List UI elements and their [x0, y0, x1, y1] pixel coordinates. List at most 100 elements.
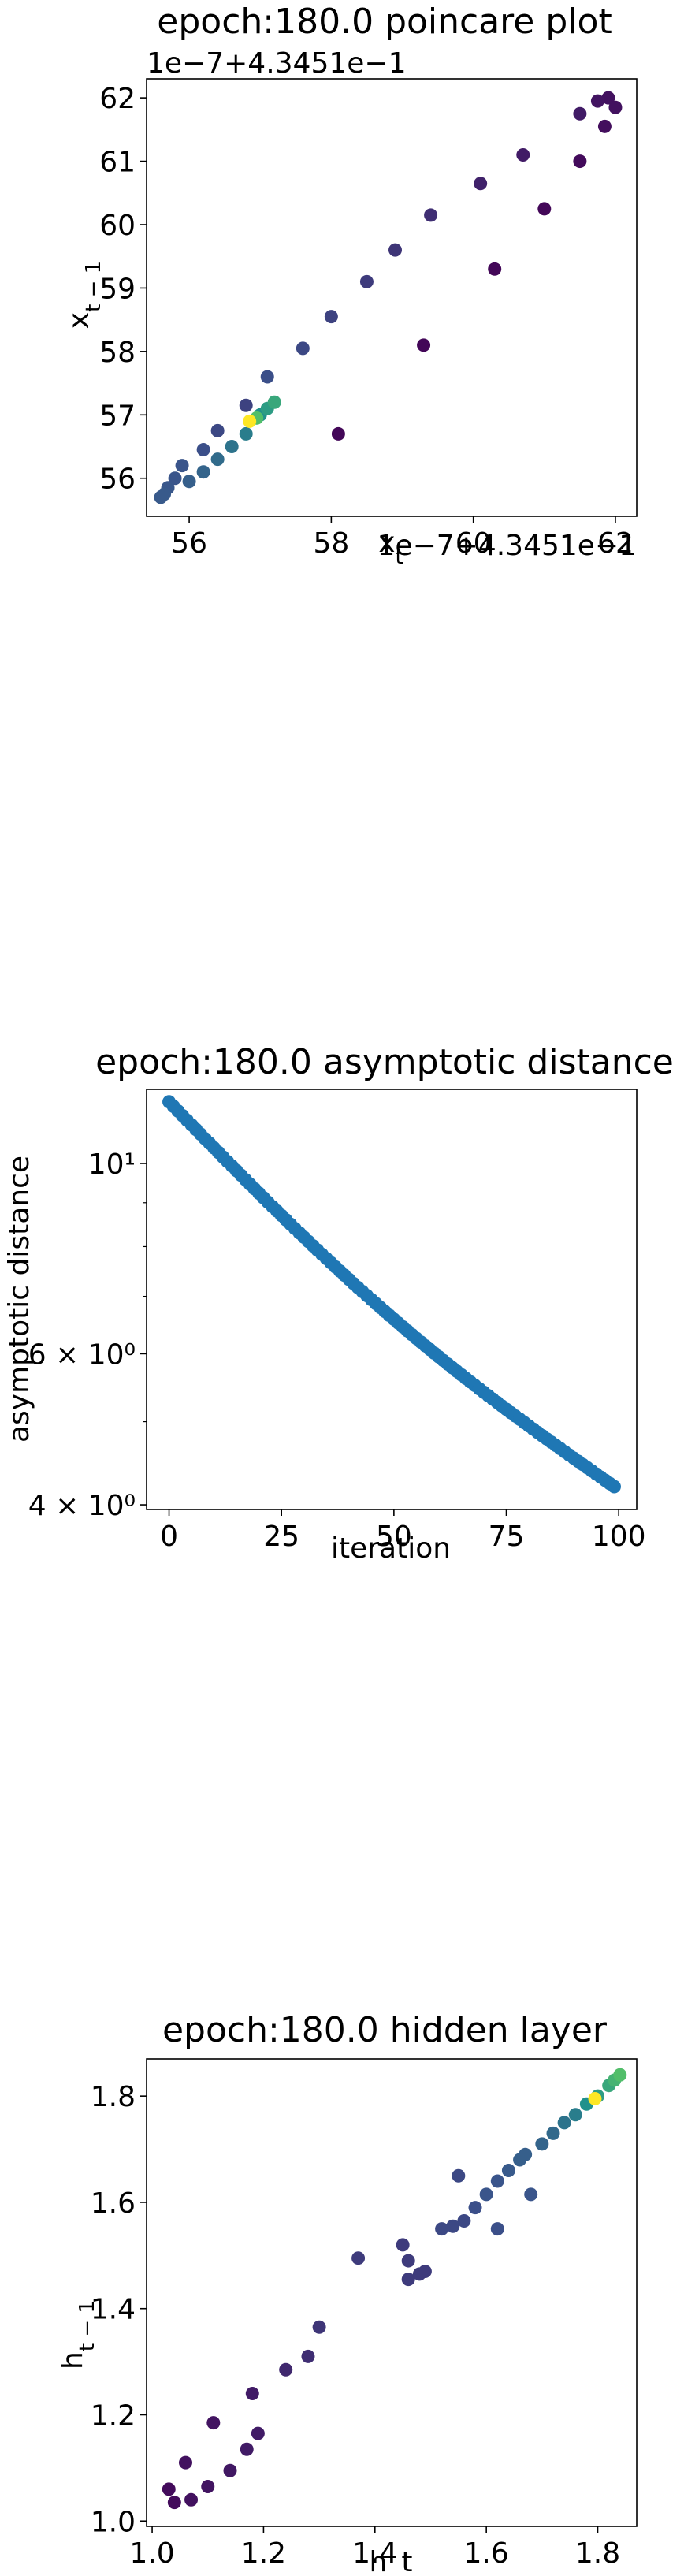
data-point — [196, 465, 210, 479]
y-tick-label: 10¹ — [88, 1148, 136, 1181]
data-point — [296, 341, 310, 356]
data-point — [206, 2416, 221, 2430]
data-point — [201, 2479, 215, 2493]
x-tick-label: 25 — [263, 1521, 299, 1553]
data-point — [396, 2238, 410, 2252]
x-tick-label: 60 — [455, 527, 492, 560]
y-tick-label: 61 — [99, 147, 136, 179]
data-point — [446, 2219, 460, 2233]
data-point — [608, 100, 623, 114]
data-point — [490, 2222, 504, 2236]
y-tick-label: 1.2 — [91, 2399, 136, 2432]
y-tick-label: 59 — [99, 273, 136, 305]
y-tick-label: 56 — [99, 463, 136, 496]
data-point — [239, 426, 253, 441]
x-tick-label: 1.4 — [352, 2537, 397, 2570]
data-point — [301, 2349, 315, 2363]
data-point — [279, 2362, 293, 2377]
data-point — [182, 475, 196, 489]
data-point — [331, 426, 345, 441]
y-tick-label: 62 — [99, 83, 136, 115]
data-point — [167, 2496, 181, 2510]
data-point — [175, 459, 189, 473]
data-point — [568, 2108, 582, 2122]
data-point — [490, 2174, 504, 2188]
data-point — [597, 119, 612, 133]
data-point — [251, 2426, 265, 2440]
data-point — [424, 208, 438, 222]
data-point — [573, 106, 587, 121]
data-point — [239, 398, 253, 412]
data-point — [474, 177, 488, 191]
data-point — [225, 440, 239, 454]
x-tick-label: 50 — [376, 1521, 412, 1553]
data-point — [590, 94, 604, 108]
x-axis-label: iteration — [331, 1532, 451, 1565]
data-point — [154, 490, 168, 504]
data-point — [519, 2147, 533, 2161]
data-point — [162, 2482, 176, 2496]
y-tick-label: 1.4 — [91, 2294, 136, 2326]
x-tick-label: 1.6 — [464, 2537, 509, 2570]
x-offset-text: 1e−7+4.3451e−1 — [377, 530, 637, 562]
data-point — [312, 2320, 326, 2334]
data-point — [324, 310, 338, 324]
poincare-plot-panel: epoch:180.0 poincare plot 1e−7+4.3451e−1… — [63, 2, 638, 569]
x-axis-label: h_t — [370, 2546, 413, 2576]
data-point — [388, 243, 403, 257]
data-point — [588, 2092, 602, 2106]
y-tick-label: 1.0 — [91, 2506, 136, 2538]
data-point — [351, 2251, 366, 2265]
data-point — [557, 2116, 571, 2130]
x-tick-label: 100 — [592, 1521, 646, 1553]
plot-frame — [146, 78, 638, 517]
x-tick-label: 0 — [160, 1521, 178, 1553]
data-point — [501, 2164, 515, 2178]
data-point — [535, 2137, 549, 2151]
data-point — [240, 2442, 254, 2456]
data-point — [524, 2187, 538, 2202]
x-tick-label: 75 — [489, 1521, 525, 1553]
x-tick-label: 1.2 — [241, 2537, 286, 2570]
x-tick-label: 1.8 — [575, 2537, 620, 2570]
y-tick-label: 6 × 10⁰ — [28, 1338, 136, 1371]
y-axis-label: asymptotic distance — [3, 1156, 35, 1442]
data-point — [260, 370, 274, 384]
data-point — [168, 471, 182, 486]
plot-frame — [146, 2058, 638, 2527]
data-point — [537, 202, 552, 216]
chart-title: epoch:180.0 poincare plot — [157, 2, 612, 42]
y-offset-text: 1e−7+4.3451e−1 — [147, 47, 406, 80]
data-point — [245, 2387, 259, 2401]
asymptotic-distance-panel: epoch:180.0 asymptotic distance asymptot… — [3, 1042, 674, 1565]
hidden-layer-panel: epoch:180.0 hidden layer ht − 1 h_t 1.0 1… — [57, 2010, 638, 2576]
x-tick-label: 58 — [313, 527, 349, 560]
data-point — [196, 443, 210, 457]
data-point — [457, 2214, 471, 2228]
data-point — [267, 395, 281, 409]
data-point — [479, 2187, 493, 2202]
x-tick-label: 62 — [597, 527, 634, 560]
data-point — [223, 2463, 237, 2477]
data-point — [488, 262, 502, 276]
data-point — [607, 1480, 621, 1494]
data-point — [210, 423, 225, 437]
data-point — [573, 154, 587, 169]
y-tick-label: 60 — [99, 210, 136, 242]
data-point — [184, 2492, 199, 2507]
data-point — [401, 2273, 415, 2287]
data-point — [452, 2168, 466, 2183]
chart-title: epoch:180.0 hidden layer — [162, 2010, 608, 2050]
y-tick-label: 1.8 — [91, 2081, 136, 2113]
data-point — [210, 452, 225, 467]
data-point — [178, 2455, 192, 2470]
chart-title: epoch:180.0 asymptotic distance — [95, 1042, 674, 1082]
x-tick-label: 1.0 — [129, 2537, 174, 2570]
data-point — [435, 2222, 449, 2236]
y-tick-label: 58 — [99, 337, 136, 369]
plot-frame — [146, 1089, 638, 1510]
y-tick-label: 57 — [99, 400, 136, 432]
data-point — [601, 91, 615, 105]
data-point — [243, 414, 257, 428]
